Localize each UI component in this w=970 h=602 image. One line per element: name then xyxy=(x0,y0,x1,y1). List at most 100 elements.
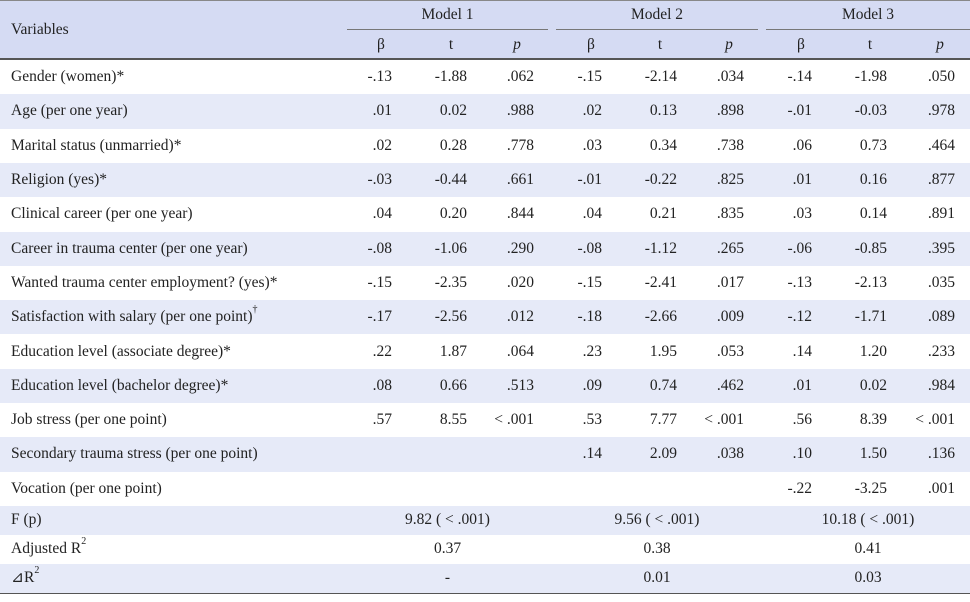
cell: 1.95 xyxy=(597,342,677,362)
cell-text: 0.21 xyxy=(649,205,677,223)
header-rule xyxy=(0,58,970,60)
cell-text: 0.02 xyxy=(859,376,887,394)
cell-text: .04 xyxy=(582,205,602,223)
cell-text: -0.44 xyxy=(434,171,467,189)
summary-cell: 10.18 ( < .001) xyxy=(766,510,970,530)
superscript: 2 xyxy=(81,536,87,548)
summary-cell: 9.56 ( < .001) xyxy=(556,510,758,530)
cell-text: 0.20 xyxy=(439,205,467,223)
row-label-text: Wanted trauma center employment? (yes)* xyxy=(11,273,278,291)
cell: .835 xyxy=(664,204,744,224)
cell-text: -.13 xyxy=(367,68,392,86)
cell: .464 xyxy=(875,136,955,156)
cell-text: -.08 xyxy=(577,239,602,257)
cell-text: .462 xyxy=(716,376,744,394)
cell-text: -1.98 xyxy=(854,68,887,86)
cell: .14 xyxy=(732,342,812,362)
cell: -2.14 xyxy=(597,67,677,87)
cell: .14 xyxy=(522,444,602,464)
cell-text: .290 xyxy=(506,239,534,257)
summary-label: F (p) xyxy=(11,510,42,530)
row-bg xyxy=(0,437,970,472)
stat-header: β xyxy=(561,35,621,55)
cell: -.13 xyxy=(732,273,812,293)
cell: .23 xyxy=(522,342,602,362)
row-label: Gender (women)* xyxy=(11,67,124,87)
cell: -1.71 xyxy=(807,307,887,327)
summary-cell: 0.41 xyxy=(766,539,970,559)
summary-label: Adjusted R2 xyxy=(11,536,87,559)
cell: .825 xyxy=(664,170,744,190)
cell: .03 xyxy=(732,204,812,224)
row-label: Marital status (unmarried)* xyxy=(11,136,181,156)
cell-text: < .001 xyxy=(494,411,534,429)
cell: .01 xyxy=(732,376,812,396)
cell: 1.50 xyxy=(807,444,887,464)
row-label: Job stress (per one point) xyxy=(11,410,167,430)
cell-text: .03 xyxy=(582,136,602,154)
stat-header: β xyxy=(351,35,411,55)
stat-header-text: β xyxy=(377,36,385,53)
cell: .04 xyxy=(522,204,602,224)
cell-text: .089 xyxy=(927,308,955,326)
cell: 0.20 xyxy=(387,204,467,224)
cell-text: -.08 xyxy=(367,239,392,257)
cell: 8.39 xyxy=(807,410,887,430)
summary-label-text: ⊿R xyxy=(11,569,35,587)
cell: .513 xyxy=(454,376,534,396)
cell-text: -.03 xyxy=(367,171,392,189)
cell: 0.28 xyxy=(387,136,467,156)
row-label-text: Education level (bachelor degree)* xyxy=(11,376,229,394)
cell: .017 xyxy=(664,273,744,293)
cell: .395 xyxy=(875,239,955,259)
group-rule xyxy=(347,29,548,30)
cell: -.06 xyxy=(732,239,812,259)
cell: -.17 xyxy=(312,307,392,327)
cell: .012 xyxy=(454,307,534,327)
row-label: Education level (associate degree)* xyxy=(11,342,231,362)
row-label-text: Education level (associate degree)* xyxy=(11,342,231,360)
row-label-text: Marital status (unmarried)* xyxy=(11,136,182,154)
cell-text: -.17 xyxy=(367,308,392,326)
stat-header-text: t xyxy=(867,36,873,53)
summary-cell-text: 0.41 xyxy=(854,540,882,558)
cell: -1.06 xyxy=(387,239,467,259)
cell: .053 xyxy=(664,342,744,362)
cell: .089 xyxy=(875,307,955,327)
cell-text: 1.50 xyxy=(859,445,887,463)
cell-text: .14 xyxy=(582,445,602,463)
cell-text: .14 xyxy=(792,342,812,360)
stat-header: t xyxy=(421,35,481,55)
cell-text: .984 xyxy=(927,376,955,394)
cell-text: 0.14 xyxy=(859,205,887,223)
cell-text: -2.13 xyxy=(854,273,887,291)
row-label: Religion (yes)* xyxy=(11,170,107,190)
cell: .09 xyxy=(522,376,602,396)
cell: .038 xyxy=(664,444,744,464)
stat-header: p xyxy=(699,35,759,55)
cell: -0.03 xyxy=(807,101,887,121)
summary-cell: 0.01 xyxy=(556,568,758,588)
row-label-text: Job stress (per one point) xyxy=(11,411,167,429)
cell: 0.16 xyxy=(807,170,887,190)
cell-text: .012 xyxy=(506,308,534,326)
cell: .062 xyxy=(454,67,534,87)
cell: -.08 xyxy=(312,239,392,259)
cell: .02 xyxy=(522,101,602,121)
cell: 8.55 xyxy=(387,410,467,430)
cell-text: .038 xyxy=(716,445,744,463)
summary-cell: - xyxy=(347,568,548,588)
cell-text: .001 xyxy=(927,479,955,497)
cell-text: -.13 xyxy=(787,273,812,291)
cell-text: .988 xyxy=(506,102,534,120)
cell: .01 xyxy=(312,101,392,121)
cell: < .001 xyxy=(454,410,534,430)
cell-text: 0.34 xyxy=(649,136,677,154)
cell-text: 1.95 xyxy=(649,342,677,360)
cell: .978 xyxy=(875,101,955,121)
cell: -.15 xyxy=(522,273,602,293)
cell-text: .22 xyxy=(372,342,392,360)
top-rule xyxy=(0,0,970,1)
cell: 2.09 xyxy=(597,444,677,464)
cell: .035 xyxy=(875,273,955,293)
